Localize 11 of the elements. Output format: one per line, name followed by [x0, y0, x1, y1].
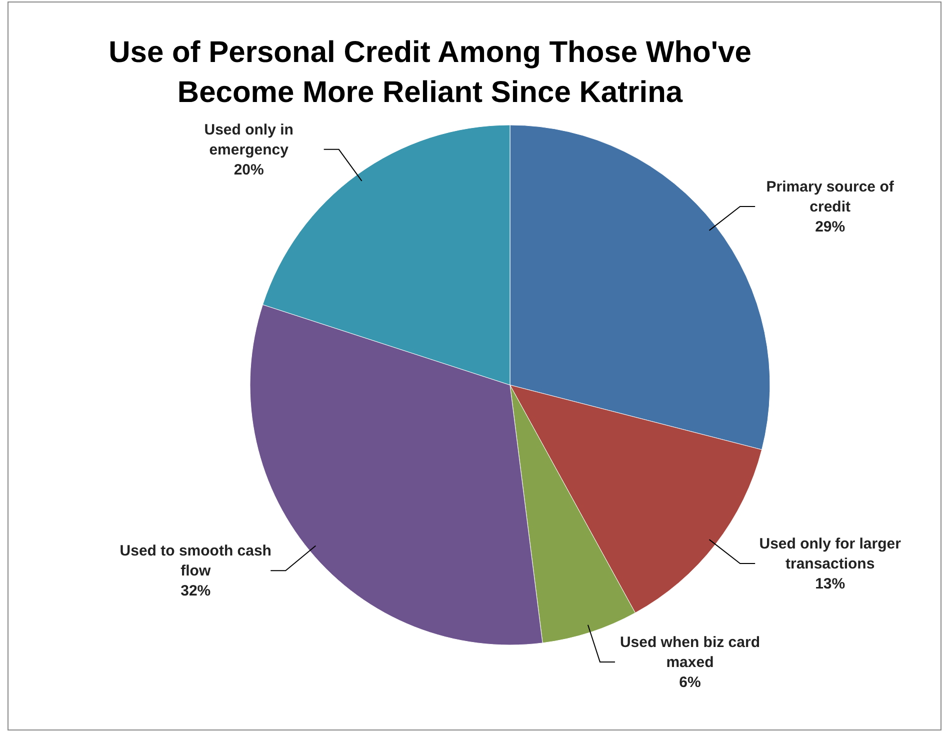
chart-title: Use of Personal Credit Among Those Who've Become More Reliant Since Katrina [108, 36, 752, 109]
data-label: 20% [234, 161, 264, 178]
slice-label: Primary source of credit [766, 178, 895, 216]
data-label: 13% [815, 575, 846, 592]
slice-label: Used when biz card maxed [620, 634, 760, 671]
slice-label: Used to smooth cash flow [120, 542, 272, 580]
data-label: 29% [815, 218, 846, 236]
slice-label: Used only in emergency [204, 121, 294, 158]
data-label: 32% [180, 582, 211, 600]
slice-label: Used only for larger transactions [759, 535, 902, 572]
data-label: 6% [679, 674, 701, 691]
